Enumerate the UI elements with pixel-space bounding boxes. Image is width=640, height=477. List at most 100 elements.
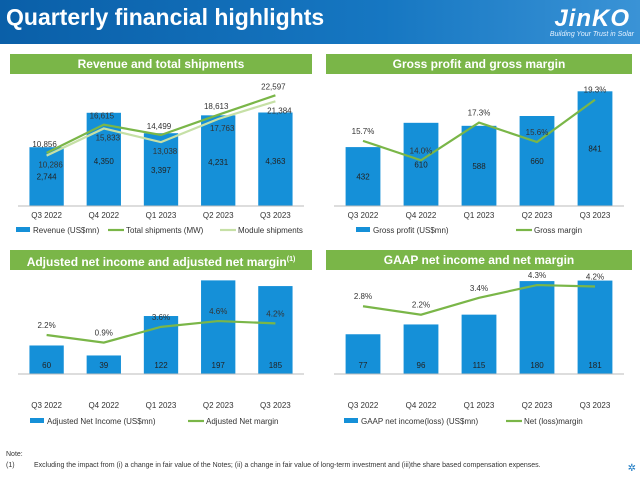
page-title: Quarterly financial highlights [6, 4, 325, 30]
line-value-label: 22,597 [261, 82, 286, 91]
bar-4 [201, 280, 236, 374]
chart-gross-profit-margin: Q3 2022 Q4 2022 Q1 2023 Q2 2023 Q3 2023 432 61… [334, 86, 624, 235]
line-value-label: 18,613 [204, 102, 229, 111]
panel-title-revenue: Revenue and total shipments [10, 54, 312, 74]
x-tick-label: Q2 2023 [203, 211, 234, 220]
x-tick-label: Q3 2023 [580, 401, 611, 410]
line-value-label: 15,833 [96, 133, 121, 142]
bar-value-label: 4,350 [94, 157, 115, 166]
series-line-1 [362, 98, 596, 162]
line-value-label: 2.2% [412, 301, 430, 310]
panel-title-gaap-net-income: GAAP net income and net margin [326, 250, 632, 270]
line-value-label: 14.0% [410, 146, 433, 155]
bar-1 [345, 147, 381, 206]
bar-value-label: 60 [42, 361, 51, 370]
bar-2 [403, 324, 439, 374]
bar-1 [29, 147, 64, 206]
bar-3 [143, 133, 179, 206]
x-tick-label: Q1 2023 [464, 211, 495, 220]
panel-title-footnote-mark: (1) [286, 256, 296, 263]
line-value-label: 17,763 [210, 124, 235, 133]
series-line-1 [46, 94, 276, 154]
x-tick-label: Q1 2023 [146, 211, 177, 220]
bar-2 [403, 122, 439, 206]
bar-value-label: 77 [359, 361, 368, 370]
legend-label: Total shipments (MW) [126, 226, 204, 235]
series-line-2 [46, 100, 276, 157]
legend-label: Gross margin [534, 226, 582, 235]
bar-4 [519, 116, 555, 206]
bar-value-label: 610 [414, 160, 428, 169]
line-value-label: 4.2% [586, 272, 604, 281]
line-value-label: 17.3% [468, 109, 491, 118]
bar-value-label: 841 [588, 145, 602, 154]
chart-revenue-shipments: Q3 2022 Q4 2022 Q1 2023 Q2 2023 Q3 2023 2,744… [16, 82, 304, 235]
x-tick-label: Q3 2022 [31, 401, 62, 410]
bar-3 [461, 314, 497, 374]
x-tick-label: Q4 2022 [406, 401, 437, 410]
legend-swatch-bar [16, 227, 30, 232]
line-value-label: 4.2% [266, 309, 284, 318]
bar-4 [519, 281, 555, 374]
bar-value-label: 197 [212, 361, 226, 370]
bar-value-label: 660 [530, 157, 544, 166]
bar-value-label: 181 [588, 361, 602, 370]
bar-value-label: 185 [269, 361, 283, 370]
legend-label: Module shipments [238, 226, 303, 235]
bar-value-label: 4,363 [265, 157, 286, 166]
chart-gaap-net-income: Q3 2022 Q4 2022 Q1 2023 Q2 2023 Q3 2023 77 96 1… [334, 271, 624, 426]
x-tick-label: Q3 2023 [260, 401, 291, 410]
line-value-label: 3.4% [470, 284, 488, 293]
x-tick-label: Q2 2023 [522, 211, 553, 220]
line-value-label: 16,615 [90, 112, 115, 121]
line-value-label: 2.8% [354, 292, 372, 301]
x-tick-label: Q3 2022 [31, 211, 62, 220]
bar-5 [577, 280, 613, 374]
bar-5 [258, 286, 293, 374]
line-value-label: 15.7% [352, 127, 375, 136]
panel-title-adjusted-net-income: Adjusted net income and adjusted net mar… [10, 250, 312, 270]
sun-icon: ✲ [627, 463, 636, 474]
bar-1 [29, 345, 64, 374]
note-footnote: (1) Excluding the impact from (i) a chang… [6, 462, 606, 469]
bar-value-label: 122 [154, 361, 168, 370]
series-line-1 [362, 283, 596, 316]
x-tick-label: Q4 2022 [88, 401, 119, 410]
legend-label: Gross profit (US$mn) [373, 226, 449, 235]
line-value-label: 2.2% [37, 321, 55, 330]
bar-value-label: 115 [473, 361, 486, 370]
legend-label: Revenue (US$mn) [33, 226, 100, 235]
x-tick-label: Q4 2022 [88, 211, 119, 220]
bar-value-label: 432 [356, 173, 370, 182]
x-tick-label: Q3 2023 [580, 211, 611, 220]
bar-value-label: 3,397 [151, 166, 172, 175]
legend-label: Net (loss)margin [524, 417, 583, 426]
legend-swatch-bar [344, 418, 358, 423]
line-value-label: 10,856 [32, 140, 57, 149]
x-tick-label: Q1 2023 [146, 401, 177, 410]
bar-3 [461, 125, 497, 206]
note-number: (1) [6, 462, 15, 469]
bar-value-label: 96 [417, 361, 426, 370]
header-banner: Quarterly financial highlights JinKO Bui… [0, 0, 640, 44]
company-logo: JinKO [554, 5, 630, 32]
panel-title-gross-profit: Gross profit and gross margin [326, 54, 632, 74]
line-value-label: 10,286 [38, 161, 63, 170]
bar-value-label: 588 [472, 162, 486, 171]
company-slogan: Building Your Trust in Solar [549, 31, 634, 38]
note-heading: Note: [6, 451, 23, 458]
legend-swatch-bar [30, 418, 44, 423]
bar-value-label: 180 [530, 361, 544, 370]
bar-value-label: 4,231 [208, 158, 229, 167]
x-tick-label: Q4 2022 [406, 211, 437, 220]
legend-label: Adjusted Net margin [206, 417, 278, 426]
legend-label: GAAP net income(loss) (US$mn) [361, 417, 479, 426]
legend-label: Adjusted Net Income (US$mn) [47, 417, 156, 426]
bar-1 [345, 334, 381, 374]
bar-value-label: 39 [99, 361, 108, 370]
bar-value-label: 2,744 [37, 173, 58, 182]
bar-2 [86, 355, 121, 374]
line-value-label: 15.6% [526, 128, 549, 137]
note-text: Excluding the impact from (i) a change i… [34, 462, 541, 469]
line-value-label: 21,384 [267, 106, 292, 115]
